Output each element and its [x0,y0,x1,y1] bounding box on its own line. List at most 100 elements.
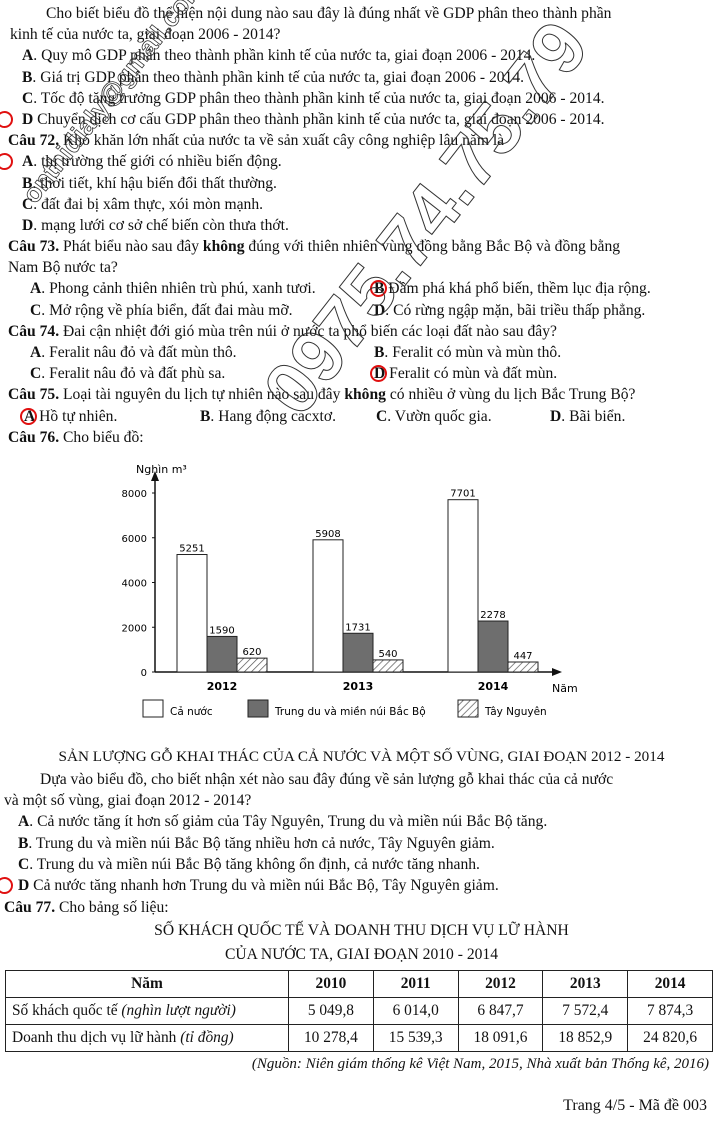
answer-option-b[interactable]: B. Trung du và miền núi Bắc Bộ tăng nhiề… [18,835,495,852]
answer-option-c[interactable]: C. Tốc độ tăng trưởng GDP phân theo thàn… [22,90,605,107]
chart-title: SẢN LƯỢNG GỖ KHAI THÁC CỦA CẢ NƯỚC VÀ MỘ… [58,748,665,765]
option-letter: D [22,216,34,234]
answer-option-d[interactable]: D. Có rừng ngập mặn, bãi triều thấp phẳn… [374,300,645,321]
answer-option-a[interactable]: A. Quy mô GDP phân theo thành phần kinh … [22,47,535,64]
answer-option-b[interactable]: B. Giá trị GDP phân theo thành phần kinh… [22,69,524,86]
answer-option-a[interactable]: A. Phong cảnh thiên nhiên trù phú, xanh … [30,280,316,297]
row-unit: (nghìn lượt người) [121,1002,236,1019]
table-title-2: CỦA NƯỚC TA, GIAI ĐOẠN 2010 - 2014 [224,945,499,963]
option-line: C. Tốc độ tăng trưởng GDP phân theo thàn… [0,88,723,109]
option-letter: D [374,301,386,319]
answer-option-b[interactable]: B. thời tiết, khí hậu biến đổi thất thườ… [22,175,277,192]
table-cell: 6 847,7 [457,997,544,1025]
option-line: A. Phong cảnh thiên nhiên trù phú, xanh … [0,278,723,299]
question-76-prompt-1: Dựa vào biểu đồ, cho biết nhận xét nào s… [40,771,614,788]
option-text: . Mở rộng về phía biển, đất đai màu mỡ. [41,301,293,319]
option-text: . Trung du và miền núi Bắc Bộ tăng nhiều… [28,834,495,852]
option-text: . Feralit có mùn và mùn thô. [384,344,562,361]
answer-option-b[interactable]: B. Feralit có mùn và mùn thô. [374,342,561,363]
question-76: Câu 76. Cho biểu đồ: [8,428,144,446]
answer-option-d[interactable]: D. mạng lưới cơ sở chế biến còn thưa thớ… [22,217,289,234]
answer-option-b[interactable]: B. Hang động cacxtơ. [200,406,336,427]
table-cell: 18 852,9 [542,1024,629,1052]
table-header-cell: Năm [5,970,289,998]
option-letter: A [18,813,30,831]
answer-option-c[interactable]: C. Vườn quốc gia. [376,406,492,427]
option-letter: C [376,407,388,425]
question-76-prompt-2: và một số vùng, giai đoạn 2012 - 2014? [4,792,252,810]
option-line: A. thị trường thế giới có nhiều biến độn… [0,151,723,172]
answer-option-d[interactable]: D Chuyển dịch cơ cấu GDP phân theo thành… [0,110,605,128]
table-row: Doanh thu dịch vụ lữ hành (tỉ đồng) 10 27… [5,1024,713,1052]
table-header-cell: 2013 [542,970,629,998]
option-text: . Có rừng ngập mặn, bãi triều thấp phẳng… [385,301,646,319]
option-letter: B [200,407,211,425]
option-text: . Feralit nâu đỏ và đất phù sa. [41,365,226,383]
option-text: . đất đai bị xâm thực, xói mòn mạnh. [33,195,264,213]
data-label: 5251 [179,544,204,555]
table-header-cell: 2010 [288,970,374,998]
option-text: Chuyển dịch cơ cấu GDP phân theo thành p… [33,110,605,128]
table-cell: 15 539,3 [372,1024,459,1052]
option-line: D. mạng lưới cơ sở chế biến còn thưa thớ… [0,215,723,236]
answer-option-c[interactable]: C. Feralit nâu đỏ và đất phù sa. [30,365,225,382]
data-table: Năm 2010 2011 2012 2013 2014 Số khách quốc tế… [5,970,713,1052]
answer-option-d[interactable]: D Feralit có mùn và đất mùn. [370,363,558,384]
option-letter: B [22,174,33,192]
option-letter: A [30,344,42,361]
question-75: Câu 75. Loại tài nguyên du lịch tự nhiên… [8,386,636,404]
table-cell: 24 820,6 [627,1024,713,1052]
question-73: Câu 73. Phát biểu nào sau đây không đúng… [8,238,621,256]
y-tick-label: 8000 [122,489,147,500]
option-line: C. Trung du và miền núi Bắc Bộ tăng khôn… [0,854,723,875]
answer-option-c[interactable]: C. Mở rộng về phía biển, đất đai màu mỡ. [30,302,292,319]
bar-1-2012 [206,635,238,673]
y-tick-label: 6000 [122,534,147,545]
option-line: A. Feralit nâu đỏ và đất mùn thô. B. Fera… [0,342,723,363]
table-cell: 7 874,3 [627,997,713,1025]
data-label: 1731 [345,622,370,633]
answer-option-a[interactable]: A. Cả nước tăng ít hơn số giảm của Tây N… [18,813,547,830]
option-text: Đầm phá khá phổ biến, thềm lục địa rộng. [384,280,651,298]
option-line: D Cả nước tăng nhanh hơn Trung du và miề… [0,875,723,896]
option-text: . mạng lưới cơ sở chế biến còn thưa thớt… [33,216,289,234]
answer-option-d[interactable]: D Cả nước tăng nhanh hơn Trung du và miề… [0,876,499,894]
answer-option-a[interactable]: A. thị trường thế giới có nhiều biến độn… [0,153,282,171]
table-cell: 5 049,8 [288,997,374,1025]
table-title-1: SỐ KHÁCH QUỐC TẾ VÀ DOANH THU DỊCH VỤ LỮ… [154,922,569,940]
option-letter: A [30,280,42,298]
option-line: B. thời tiết, khí hậu biến đổi thất thườ… [0,173,723,194]
legend-swatch-2 [457,699,479,718]
option-text: . Hang động cacxtơ. [210,407,337,425]
x-axis-label: Năm [552,682,578,695]
selected-answer-circle-icon [370,280,387,298]
y-axis-arrow-icon [151,471,159,481]
option-text: Hồ tự nhiên. [35,407,118,425]
question-73-line-2: Nam Bộ nước ta? [8,259,118,277]
option-text: . Tốc độ tăng trưởng GDP phân theo thành… [33,89,605,107]
option-text: . thời tiết, khí hậu biến đổi thất thườn… [32,174,277,192]
answer-option-d[interactable]: D. Bãi biển. [550,406,625,427]
y-tick-label: 0 [141,668,147,679]
option-text: Feralit có mùn và đất mùn. [385,365,558,383]
data-label: 2278 [480,610,505,621]
legend-label: Cả nước [170,706,213,718]
answer-option-a[interactable]: A Hồ tự nhiên. [20,406,118,427]
answer-option-b[interactable]: B Đầm phá khá phổ biến, thềm lục địa rộn… [370,278,651,299]
answer-option-c[interactable]: C. đất đai bị xâm thực, xói mòn mạnh. [22,196,263,213]
option-text: . Giá trị GDP phân theo thành phần kinh … [32,68,525,86]
bar-0-2012 [176,554,208,673]
option-letter: C [30,301,42,319]
option-line: C. đất đai bị xâm thực, xói mòn mạnh. [0,194,723,215]
row-label: Doanh thu dịch vụ lữ hành (tỉ đồng) [5,1024,289,1052]
option-line: A. Quy mô GDP phân theo thành phần kinh … [0,45,723,66]
data-label: 7701 [450,489,475,500]
answer-option-c[interactable]: C. Trung du và miền núi Bắc Bộ tăng khôn… [18,856,480,873]
bar-1-2014 [477,620,509,673]
bar-2-2013 [372,659,404,673]
table-header-cell: 2012 [457,970,544,998]
y-axis-label: Nghìn m³ [136,463,187,476]
option-line: B. Giá trị GDP phân theo thành phần kinh… [0,67,723,88]
intro-line-1: Cho biết biểu đồ thể hiện nội dung nào s… [46,5,612,22]
answer-option-a[interactable]: A. Feralit nâu đỏ và đất mùn thô. [30,344,237,361]
